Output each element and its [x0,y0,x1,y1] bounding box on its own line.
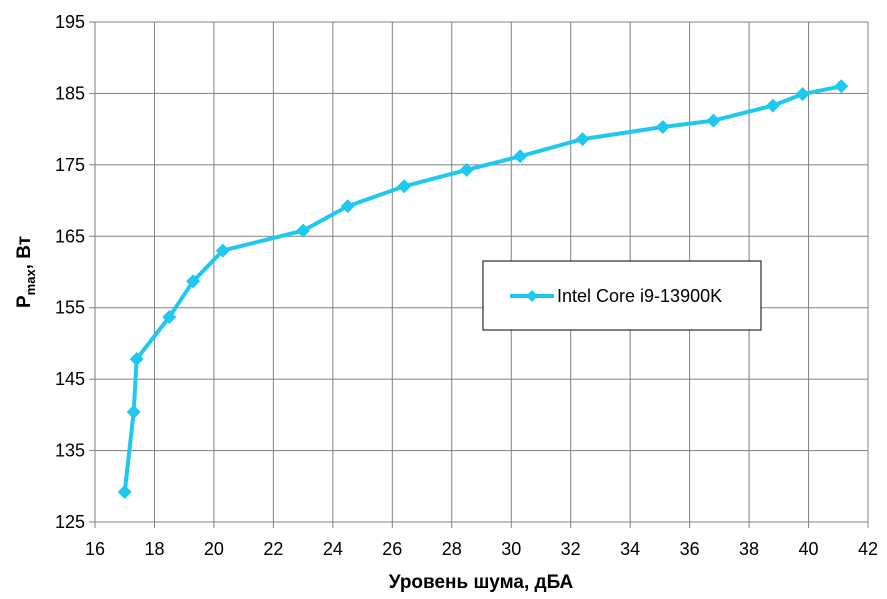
x-tick-label: 24 [323,539,343,559]
y-axis-title-subscript: max [23,269,38,296]
x-tick-label: 28 [442,539,462,559]
x-tick-label: 32 [561,539,581,559]
data-point-marker [765,98,780,113]
x-tick-label: 40 [799,539,819,559]
y-tick-label: 175 [55,155,85,175]
x-tick-label: 30 [501,539,521,559]
data-point-marker [126,405,141,419]
data-point-marker [340,199,355,214]
legend-label: Intel Core i9-13900K [557,286,722,306]
data-point-marker [706,113,721,128]
x-tick-label: 18 [144,539,164,559]
x-tick-label: 36 [680,539,700,559]
y-axis-title-suffix: , Вт [14,236,35,269]
data-point-marker [186,274,201,289]
y-tick-label: 195 [55,12,85,32]
y-tick-label: 185 [55,83,85,103]
y-tick-label: 145 [55,369,85,389]
y-tick-label: 125 [55,512,85,532]
legend: Intel Core i9-13900K [482,260,762,331]
x-axis-tick-labels: 16 18 20 22 24 26 28 30 32 34 36 38 40 42 [85,539,878,559]
data-point-marker [162,310,177,324]
x-axis-title: Уровень шума, дБА [389,572,574,593]
data-point-marker [513,149,528,164]
x-tick-label: 42 [858,539,878,559]
y-tick-label: 165 [55,226,85,246]
data-point-marker [655,120,670,134]
y-axis-title-main: P [14,295,35,308]
data-point-marker [117,485,132,499]
legend-diamond-marker [526,290,538,302]
data-point-marker [296,223,311,238]
x-tick-label: 20 [204,539,224,559]
x-tick-label: 26 [382,539,402,559]
data-point-marker [795,87,810,102]
x-tick-label: 38 [739,539,759,559]
x-tick-label: 34 [620,539,640,559]
x-tick-label: 16 [85,539,105,559]
data-point-marker [834,79,849,94]
data-point-marker [215,243,230,258]
data-point-marker [575,132,590,147]
series-layer [117,79,849,499]
x-tick-label: 22 [263,539,283,559]
y-tick-label: 155 [55,298,85,318]
data-point-marker [459,162,474,177]
y-axis-tick-labels: 125 135 145 155 165 175 185 195 [55,12,85,532]
y-axis-title: Pmax, Вт [14,236,38,308]
data-point-marker [397,179,412,194]
data-point-marker [129,352,144,367]
y-tick-label: 135 [55,441,85,461]
